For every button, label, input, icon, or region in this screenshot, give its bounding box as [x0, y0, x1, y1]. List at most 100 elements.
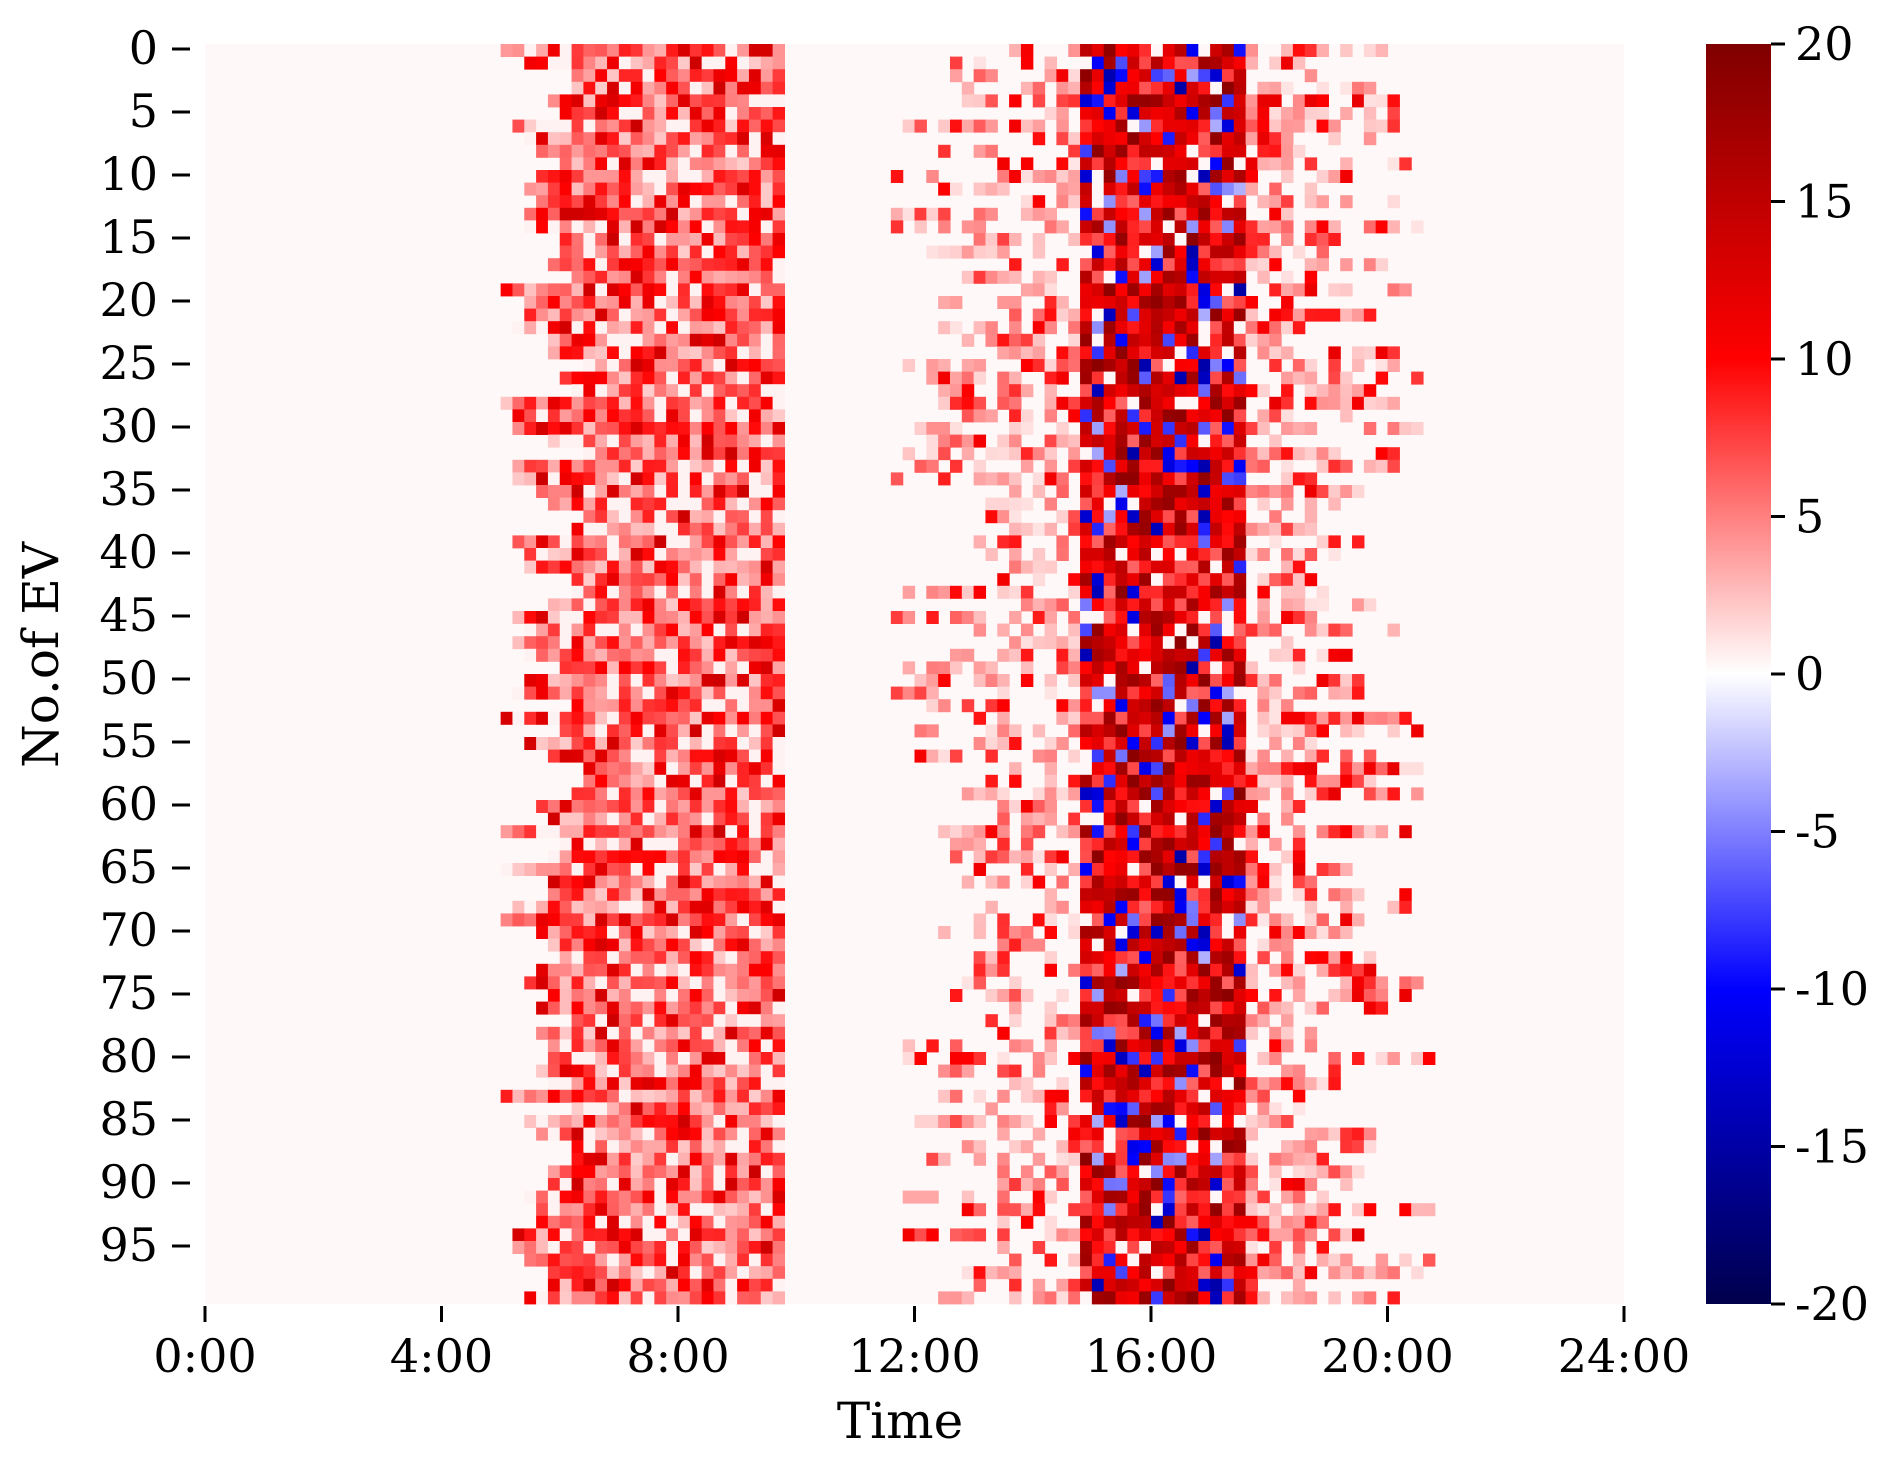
heatmap-cell — [1292, 1291, 1306, 1305]
heatmap-cell — [713, 913, 726, 927]
heatmap-cell — [630, 459, 644, 473]
heatmap-cell — [961, 837, 975, 851]
heatmap-cell — [725, 170, 738, 183]
heatmap-cell — [1292, 107, 1306, 120]
heatmap-cell — [725, 1253, 738, 1267]
heatmap-cell — [1328, 774, 1341, 788]
heatmap-cell — [654, 1215, 667, 1229]
heatmap-cell — [618, 321, 632, 335]
heatmap-cell — [1340, 888, 1353, 902]
heatmap-cell — [559, 321, 573, 335]
heatmap-cell — [689, 674, 703, 687]
heatmap-cell — [689, 107, 703, 120]
heatmap-cell — [1221, 850, 1235, 864]
heatmap-cell — [701, 1140, 715, 1154]
heatmap-cell — [1103, 69, 1117, 83]
heatmap-cell — [618, 850, 632, 864]
heatmap-cell — [689, 1190, 703, 1204]
heatmap-cell — [607, 699, 620, 713]
heatmap-cell — [1186, 1001, 1199, 1015]
heatmap-cell — [1233, 132, 1247, 146]
heatmap-cell — [1032, 1291, 1046, 1305]
heatmap-cell — [1186, 636, 1199, 650]
heatmap-cell — [772, 170, 786, 183]
heatmap-cell — [725, 220, 738, 234]
heatmap-cell — [642, 989, 655, 1002]
heatmap-cell — [1210, 762, 1223, 776]
heatmap-cell — [1269, 674, 1282, 687]
heatmap-cell — [607, 837, 620, 851]
heatmap-cell — [760, 560, 774, 574]
heatmap-cell — [772, 485, 786, 498]
heatmap-cell — [1174, 938, 1188, 952]
heatmap-cell — [1020, 346, 1034, 360]
heatmap-cell — [1340, 963, 1353, 977]
heatmap-cell — [973, 270, 987, 284]
heatmap-cell — [1210, 1014, 1223, 1028]
heatmap-cell — [1245, 875, 1259, 889]
heatmap-cell — [1091, 132, 1105, 146]
heatmap-cell — [1151, 346, 1164, 360]
heatmap-cell — [1151, 1077, 1164, 1091]
heatmap-cell — [748, 472, 762, 486]
heatmap-cell — [973, 119, 987, 133]
heatmap-cell — [595, 1278, 608, 1292]
heatmap-cell — [1115, 1140, 1128, 1154]
heatmap-cell — [1139, 686, 1152, 700]
heatmap-cell — [725, 1102, 738, 1116]
heatmap-cell — [689, 711, 703, 725]
heatmap-cell — [1080, 636, 1093, 650]
heatmap-cell — [1233, 107, 1247, 120]
heatmap-cell — [1056, 648, 1069, 662]
heatmap-cell — [583, 422, 596, 435]
heatmap-cell — [642, 1291, 655, 1305]
heatmap-cell — [1186, 661, 1199, 675]
heatmap-cell — [1009, 800, 1022, 813]
heatmap-cell — [1304, 510, 1318, 524]
heatmap-cell — [559, 1077, 573, 1091]
heatmap-cell — [1103, 1140, 1117, 1154]
heatmap-cell — [595, 1152, 608, 1166]
heatmap-cell — [949, 119, 963, 133]
heatmap-cell — [1257, 245, 1270, 259]
heatmap-cell — [1162, 170, 1176, 183]
heatmap-cell — [1245, 800, 1259, 813]
heatmap-cell — [772, 888, 786, 902]
heatmap-cell — [973, 69, 987, 83]
heatmap-cell — [571, 863, 584, 876]
heatmap-cell — [1091, 321, 1105, 335]
heatmap-cell — [1127, 900, 1140, 914]
heatmap-cell — [1068, 611, 1081, 624]
heatmap-cell — [678, 1115, 691, 1128]
heatmap-cell — [1127, 1266, 1140, 1280]
heatmap-cell — [725, 800, 738, 813]
heatmap-cell — [1151, 485, 1164, 498]
heatmap-cell — [678, 787, 691, 801]
heatmap-cell — [1363, 1140, 1377, 1154]
heatmap-cell — [689, 989, 703, 1002]
heatmap-cell — [1127, 1064, 1140, 1078]
heatmap-cell — [512, 472, 525, 486]
heatmap-cell — [678, 875, 691, 889]
heatmap-cell — [760, 270, 774, 284]
colorbar-tick-label: 10 — [1795, 332, 1854, 386]
heatmap-cell — [607, 724, 620, 738]
heatmap-cell — [1139, 863, 1152, 876]
heatmap-cell — [1186, 94, 1199, 108]
heatmap-cell — [1210, 1291, 1223, 1305]
heatmap-cell — [1281, 170, 1294, 183]
heatmap-cell — [1210, 812, 1223, 826]
heatmap-cell — [1233, 661, 1247, 675]
heatmap-cell — [701, 800, 715, 813]
heatmap-cell — [1210, 674, 1223, 687]
heatmap-cell — [630, 497, 644, 511]
heatmap-cell — [1127, 724, 1140, 738]
heatmap-cell — [689, 1241, 703, 1254]
heatmap-cell — [1281, 926, 1294, 939]
heatmap-cell — [1328, 623, 1341, 637]
heatmap-cell — [1221, 447, 1235, 461]
colorbar-tick-label: -20 — [1795, 1277, 1869, 1331]
heatmap-cell — [1091, 44, 1105, 57]
heatmap-cell — [760, 321, 774, 335]
heatmap-cell — [1151, 926, 1164, 939]
